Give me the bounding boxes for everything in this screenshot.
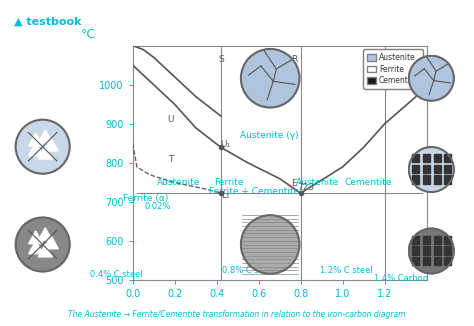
Bar [412, 257, 419, 265]
Text: T: T [168, 155, 173, 164]
Bar [444, 154, 451, 162]
Bar [444, 246, 451, 255]
Text: 1.4% Carbon: 1.4% Carbon [374, 274, 428, 283]
Text: U: U [167, 115, 174, 125]
Bar [434, 246, 441, 255]
Polygon shape [44, 236, 58, 249]
Polygon shape [28, 241, 43, 254]
Bar [412, 236, 419, 244]
Polygon shape [28, 133, 43, 146]
Bar [444, 175, 451, 184]
Text: S: S [218, 55, 224, 64]
Legend: Austenite, Ferrite, Cementite: Austenite, Ferrite, Cementite [363, 50, 423, 89]
Bar [423, 154, 430, 162]
Text: E: E [292, 179, 297, 188]
Text: L₁: L₁ [221, 191, 229, 200]
Bar [412, 154, 419, 162]
Text: Ferrite + Cementite: Ferrite + Cementite [210, 187, 300, 196]
Bar [423, 165, 430, 173]
Circle shape [16, 217, 70, 272]
Text: ▲ testbook: ▲ testbook [14, 16, 82, 26]
Bar [412, 165, 419, 173]
Circle shape [409, 56, 454, 101]
Bar [423, 175, 430, 184]
Text: 723ʹ: 723ʹ [297, 183, 317, 192]
Polygon shape [28, 231, 43, 244]
Text: U₁: U₁ [220, 140, 230, 149]
Text: Austenite: Austenite [157, 178, 201, 187]
Bar [434, 175, 441, 184]
Circle shape [241, 49, 300, 108]
Bar [423, 257, 430, 265]
Text: R: R [291, 55, 298, 64]
Bar [412, 246, 419, 255]
Circle shape [16, 120, 70, 174]
Text: Ferrite: Ferrite [215, 178, 244, 187]
Polygon shape [38, 228, 53, 241]
Text: 1.2% C steel: 1.2% C steel [320, 266, 373, 275]
Bar [434, 257, 441, 265]
Bar [444, 165, 451, 173]
Polygon shape [38, 244, 53, 257]
Polygon shape [38, 130, 53, 143]
Text: 0.4% C steel: 0.4% C steel [90, 270, 142, 279]
Polygon shape [44, 138, 58, 151]
Text: Austenite: Austenite [296, 178, 339, 187]
Bar [444, 257, 451, 265]
Text: 0.02%: 0.02% [145, 201, 171, 211]
Y-axis label: °C: °C [81, 28, 96, 41]
Bar [434, 236, 441, 244]
Text: Ferrite (α): Ferrite (α) [123, 194, 168, 203]
Text: Cementite: Cementite [344, 178, 392, 187]
Bar [434, 165, 441, 173]
Bar [434, 154, 441, 162]
Polygon shape [38, 146, 53, 159]
Bar [412, 175, 419, 184]
Circle shape [241, 215, 300, 274]
Text: The Austenite → Ferrite/Cementite transformation in relation to the iron-carbon : The Austenite → Ferrite/Cementite transf… [68, 310, 406, 319]
Text: 0.8% C steel: 0.8% C steel [222, 266, 274, 275]
Bar [423, 246, 430, 255]
Bar [423, 236, 430, 244]
Polygon shape [28, 143, 43, 156]
Circle shape [409, 147, 454, 192]
Bar [444, 236, 451, 244]
Circle shape [409, 229, 454, 274]
Text: Austenite (γ): Austenite (γ) [240, 131, 299, 140]
Text: O: O [415, 182, 422, 191]
